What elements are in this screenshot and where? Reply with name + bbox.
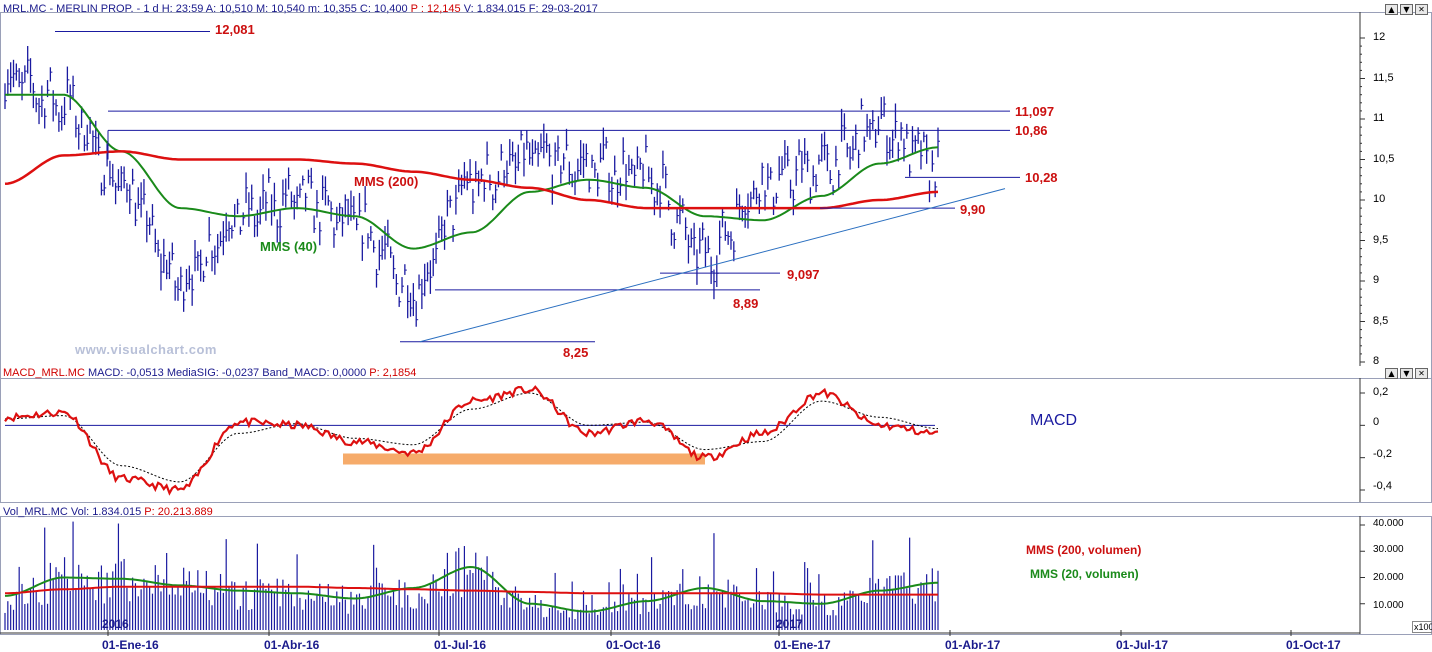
mms200-line: [4, 150, 939, 210]
maximize-button[interactable]: ▲: [1385, 4, 1398, 15]
volume-y-tick: 30.000: [1373, 544, 1404, 555]
price-y-tick: 10,5: [1373, 153, 1395, 165]
price-y-tick: 9: [1373, 274, 1380, 286]
macd-y-tick: -0,4: [1373, 480, 1392, 492]
level-label-9097: 9,097: [787, 267, 820, 282]
level-label-12081: 12,081: [215, 22, 255, 37]
year-mark-2017: 2017: [776, 617, 803, 631]
macd-header-signal: MediaSIG: -0,0237: [166, 367, 260, 379]
level-label-889: 8,89: [733, 296, 759, 311]
macd-highlight-band: [343, 453, 705, 465]
price-header-symbol: MRL.MC - MERLIN PROP. - 1 d: [3, 3, 159, 15]
x-tick: 01-Jul-17: [1116, 638, 1169, 652]
x-tick: 01-Ene-16: [102, 638, 159, 652]
x-tick: 01-Abr-17: [945, 638, 1001, 652]
close-button[interactable]: ✕: [1415, 368, 1428, 379]
watermark: www.visualchart.com: [75, 342, 217, 357]
price-y-tick: 10: [1373, 193, 1386, 205]
level-label-825: 8,25: [563, 345, 589, 360]
maximize-button[interactable]: ▲: [1385, 368, 1398, 379]
price-y-tick: 11: [1373, 112, 1385, 124]
level-label-11097: 11,097: [1015, 104, 1055, 119]
trendline: [419, 188, 1006, 343]
x-tick: 01-Oct-17: [1286, 638, 1341, 652]
x-tick: 01-Oct-16: [606, 638, 661, 652]
price-window-buttons: ▲ ▼ ✕: [1385, 4, 1428, 15]
volume-y-tick: 20.000: [1373, 572, 1404, 583]
level-label-1028: 10,28: [1025, 170, 1058, 185]
price-header: MRL.MC - MERLIN PROP. - 1 d H: 23:59 A: …: [3, 3, 598, 15]
restore-button[interactable]: ▼: [1400, 368, 1413, 379]
mms40-line: [5, 93, 939, 250]
panel-frame: [0, 12, 1432, 379]
price-y-tick: 12: [1373, 31, 1386, 43]
volume-header: Vol_MRL.MC Vol: 1.834.015 P: 20.213.889: [3, 506, 213, 518]
macd-line: [4, 385, 939, 496]
volume-header-name: Vol_MRL.MC: [3, 506, 68, 518]
volume-multiplier: x100: [1412, 621, 1432, 633]
macd-header: MACD_MRL.MC MACD: -0,0513 MediaSIG: -0,0…: [3, 367, 416, 379]
price-header-h: H: 23:59: [161, 3, 204, 15]
price-header-mn: m: 10,355: [307, 3, 357, 15]
price-y-tick: 8: [1373, 355, 1380, 367]
price-header-v: V: 1.834.015: [463, 3, 526, 15]
volume-legend-mms20: MMS (20, volumen): [1030, 567, 1139, 581]
macd-y-tick: 0: [1373, 416, 1380, 428]
mms40-label: MMS (40): [260, 239, 318, 254]
x-tick: 01-Ene-17: [774, 638, 831, 652]
volume-y-tick: 10.000: [1373, 600, 1404, 611]
x-tick: 01-Jul-16: [434, 638, 487, 652]
price-y-tick: 11,5: [1373, 72, 1394, 84]
panel-frame: [0, 378, 1432, 503]
price-y-tick: 9,5: [1373, 234, 1389, 246]
year-mark-2016: 2016: [102, 617, 129, 631]
volume-legend-mms200: MMS (200, volumen): [1026, 543, 1142, 557]
level-label-990: 9,90: [960, 202, 986, 217]
price-y-tick: 8,5: [1373, 315, 1389, 327]
restore-button[interactable]: ▼: [1400, 4, 1413, 15]
close-button[interactable]: ✕: [1415, 4, 1428, 15]
price-header-m: M: 10,540: [255, 3, 305, 15]
x-tick: 01-Abr-16: [264, 638, 320, 652]
price-header-c: C: 10,400: [359, 3, 408, 15]
volume-header-p: P: 20.213.889: [144, 506, 213, 518]
macd-y-tick: -0,2: [1373, 448, 1392, 460]
macd-header-name: MACD_MRL.MC: [3, 367, 85, 379]
mms200-label: MMS (200): [354, 174, 419, 189]
price-header-a: A: 10,510: [205, 3, 253, 15]
volume-y-tick: 40.000: [1373, 518, 1404, 529]
macd-header-macd: MACD: -0,0513: [87, 367, 164, 379]
macd-signal-line: [4, 392, 939, 483]
volume-header-vol: Vol: 1.834.015: [70, 506, 142, 518]
volume-mms200-line: [4, 585, 938, 596]
macd-y-tick: 0,2: [1373, 386, 1389, 398]
macd-title: MACD: [1030, 412, 1078, 429]
macd-header-p: P: 2,1854: [369, 367, 417, 379]
price-header-p: P : 12,145: [410, 3, 461, 15]
macd-header-band: Band_MACD: 0,0000: [262, 367, 367, 379]
macd-window-buttons: ▲ ▼ ✕: [1385, 368, 1428, 379]
level-label-1086: 10,86: [1015, 123, 1048, 138]
volume-mms20-line: [4, 565, 938, 613]
price-header-f: F: 29-03-2017: [528, 3, 598, 15]
